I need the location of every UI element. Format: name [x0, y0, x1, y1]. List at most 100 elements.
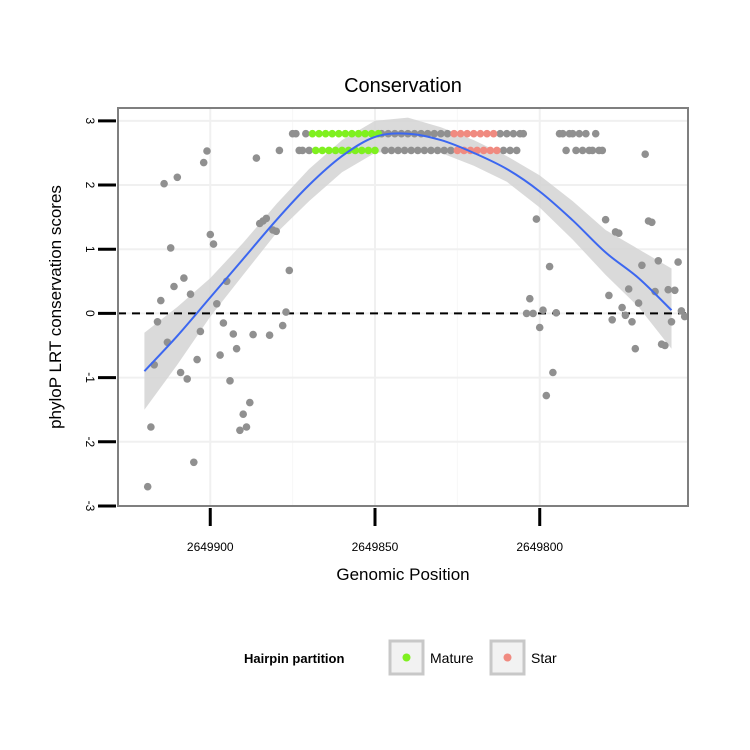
x-tick-label: 2649850	[352, 540, 399, 554]
point-star	[476, 129, 485, 138]
y-tick-label: -3	[83, 501, 97, 512]
x-axis-ticks: 2649900 2649850 2649800	[187, 508, 563, 554]
point-unassigned	[239, 410, 247, 419]
y-axis-title: phyloP LRT conservation scores	[46, 185, 65, 429]
y-tick-label: 2	[83, 182, 97, 189]
point-unassigned	[638, 261, 646, 270]
point-unassigned	[667, 318, 676, 326]
point-unassigned	[282, 308, 290, 316]
point-unassigned	[512, 146, 521, 155]
point-unassigned	[157, 296, 165, 305]
legend-entry-mature: Mature	[388, 639, 474, 676]
point-mature	[335, 129, 343, 138]
point-unassigned	[552, 309, 560, 317]
point-unassigned	[680, 312, 689, 321]
point-mature	[311, 146, 320, 155]
point-mature	[321, 129, 330, 138]
point-unassigned	[506, 146, 514, 155]
plot-panel	[117, 107, 689, 507]
point-unassigned	[236, 426, 244, 435]
point-mature	[325, 146, 333, 155]
point-unassigned	[226, 377, 234, 385]
legend-key-star	[503, 653, 512, 662]
point-unassigned	[160, 179, 168, 188]
point-unassigned	[588, 146, 597, 155]
point-unassigned	[203, 147, 211, 155]
point-mature	[338, 146, 346, 155]
point-unassigned	[166, 244, 175, 252]
point-unassigned	[618, 303, 626, 312]
point-unassigned	[242, 423, 251, 431]
point-unassigned	[519, 129, 528, 138]
point-unassigned	[624, 285, 633, 293]
point-unassigned	[496, 129, 505, 138]
legend-label-star: Star	[531, 650, 557, 666]
point-unassigned	[575, 129, 584, 138]
point-unassigned	[216, 351, 224, 359]
point-unassigned	[608, 316, 616, 324]
point-unassigned	[298, 146, 307, 155]
point-unassigned	[677, 307, 686, 315]
point-star	[493, 146, 501, 155]
point-unassigned	[559, 129, 567, 138]
point-unassigned	[153, 318, 162, 326]
point-unassigned	[562, 146, 570, 155]
point-unassigned	[572, 146, 580, 155]
point-unassigned	[621, 311, 630, 320]
point-unassigned	[190, 458, 198, 467]
point-unassigned	[598, 146, 607, 155]
smooth-curve	[143, 132, 673, 372]
point-unassigned	[539, 306, 547, 315]
point-unassigned	[302, 129, 310, 138]
point-unassigned	[381, 146, 389, 155]
point-unassigned	[246, 398, 254, 407]
y-tick-label: 3	[83, 117, 97, 124]
x-axis-title: Genomic Position	[336, 565, 469, 584]
point-unassigned	[499, 146, 508, 155]
point-unassigned	[183, 375, 191, 383]
y-axis-ticks: -3 -2 -1 0 1 2 3	[83, 117, 116, 512]
point-unassigned	[420, 146, 429, 155]
point-mature	[348, 129, 356, 138]
point-star	[486, 146, 495, 155]
point-unassigned	[252, 154, 261, 162]
point-unassigned	[199, 158, 208, 167]
point-unassigned	[433, 146, 442, 155]
point-mature	[315, 129, 323, 138]
point-unassigned	[249, 330, 257, 339]
point-unassigned	[631, 344, 640, 353]
point-unassigned	[262, 214, 271, 223]
point-unassigned	[414, 146, 422, 155]
y-tick-label: -1	[83, 372, 97, 383]
point-unassigned	[648, 218, 656, 227]
point-mature	[354, 129, 363, 138]
point-unassigned	[549, 368, 557, 377]
point-unassigned	[542, 391, 551, 400]
point-unassigned	[545, 262, 554, 271]
point-unassigned	[143, 482, 152, 491]
point-mature	[364, 146, 373, 155]
y-tick-label: -2	[83, 436, 97, 447]
point-unassigned	[387, 146, 396, 155]
point-unassigned	[437, 129, 445, 138]
point-unassigned	[529, 309, 537, 318]
smooth-line	[143, 132, 673, 372]
point-unassigned	[186, 290, 195, 299]
point-unassigned	[447, 146, 455, 155]
point-star	[483, 129, 491, 138]
point-unassigned	[661, 341, 669, 350]
point-unassigned	[509, 129, 518, 138]
legend-label-mature: Mature	[430, 650, 474, 666]
point-unassigned	[407, 146, 416, 155]
point-unassigned	[173, 173, 182, 182]
point-star	[450, 129, 458, 138]
point-unassigned	[522, 309, 531, 318]
point-unassigned	[285, 266, 294, 275]
x-tick-label: 2649900	[187, 540, 234, 554]
point-unassigned	[526, 294, 534, 303]
legend-entry-star: Star	[489, 639, 557, 676]
point-star	[479, 146, 488, 155]
point-unassigned	[394, 146, 402, 155]
point-unassigned	[568, 129, 577, 138]
